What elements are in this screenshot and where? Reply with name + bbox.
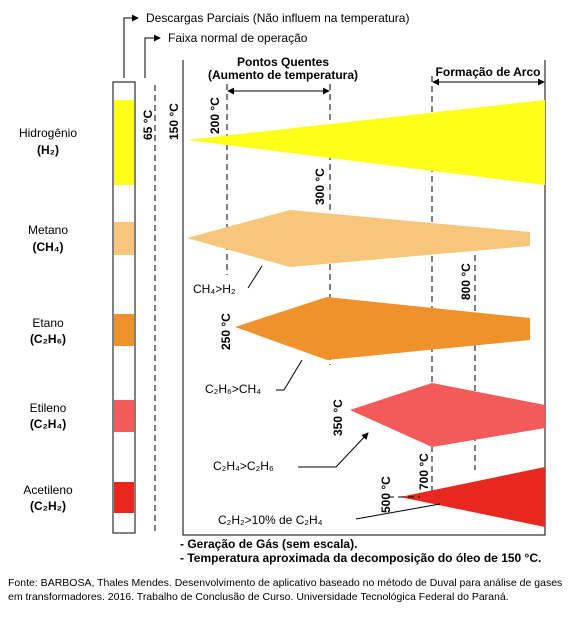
label: Pontos Quentes <box>237 55 329 69</box>
temp-label: 150 °C <box>167 103 181 140</box>
temp-label: 300 °C <box>313 168 327 205</box>
temp-label: 200 °C <box>208 97 222 134</box>
arrow <box>123 14 139 78</box>
gas-formula: (CH₄) <box>32 240 63 254</box>
annotation: C₂H₂>10% de C₂H₄ <box>218 513 323 527</box>
pointer <box>355 503 441 520</box>
label: (Aumento de temperatura) <box>208 68 358 82</box>
source: Fonte: BARBOSA, Thales Mendes. Desenvolv… <box>8 577 563 603</box>
gas-name: Acetileno <box>23 483 73 497</box>
gas-name: Hidrogênio <box>19 126 77 140</box>
pointer <box>298 432 369 468</box>
note: - Temperatura aproximada da decomposição… <box>180 551 541 565</box>
swatch <box>114 314 134 346</box>
arrow <box>144 34 161 78</box>
gas-name: Etano <box>32 316 64 330</box>
frame <box>182 60 546 536</box>
temp-label: 350 °C <box>331 399 345 436</box>
diagram: Descargas Parciais (Não influem na tempe… <box>19 11 546 565</box>
gas-shape <box>400 467 545 527</box>
gas-name: Metano <box>28 223 68 237</box>
gas-shape <box>187 100 545 185</box>
gas-names: Hidrogênio (H₂) Metano (CH₄) Etano (C₂H₆… <box>19 126 77 513</box>
swatch <box>114 482 134 513</box>
gas-formula: (C₂H₆) <box>30 332 66 346</box>
temp-label: 700 °C <box>417 453 431 490</box>
swatch <box>114 222 134 255</box>
gas-formula: (H₂) <box>37 143 59 157</box>
pointer <box>247 265 263 289</box>
gas-shape <box>350 383 545 447</box>
swatch <box>114 100 134 185</box>
label: Formação de Arco <box>436 65 541 79</box>
annotation: CH₄>H₂ <box>193 282 236 296</box>
annotation: C₂H₄>C₂H₆ <box>213 459 274 473</box>
temp-label: 500 °C <box>379 476 393 513</box>
temp-label: 65 °C <box>141 110 155 140</box>
temp-label: 250 °C <box>219 313 233 350</box>
gas-name: Etileno <box>30 401 67 415</box>
label: Descargas Parciais (Não influem na tempe… <box>146 11 409 25</box>
swatch <box>114 400 134 432</box>
temp-label: 800 °C <box>459 263 473 300</box>
gas-shape <box>235 297 530 360</box>
annotation: C₂H₆>CH₄ <box>205 382 261 396</box>
pointer <box>276 359 303 391</box>
gas-formula: (C₂H₄) <box>30 417 66 431</box>
gas-formula: (C₂H₂) <box>30 499 66 513</box>
label: Faixa normal de operação <box>168 31 308 45</box>
gas-shape <box>187 210 530 267</box>
note: - Geração de Gás (sem escala). <box>180 537 357 551</box>
